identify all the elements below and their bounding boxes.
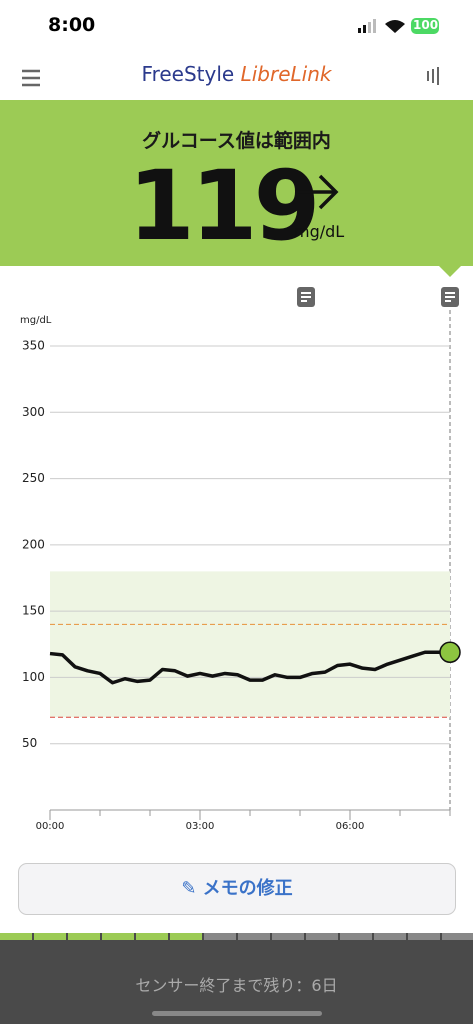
glucose-value: 119: [128, 150, 320, 262]
edit-note-button[interactable]: ✎ メモの修正: [18, 863, 456, 915]
x-tick-label: 06:00: [336, 821, 365, 832]
y-tick-label: 350: [22, 339, 45, 353]
sensor-segment: [102, 933, 134, 940]
brand-name: FreeStyle: [141, 62, 235, 86]
status-banner: [0, 100, 473, 266]
x-tick-label: 03:00: [186, 821, 215, 832]
sensor-remaining: センサー終了まで残り：6日: [135, 976, 338, 995]
sensor-segment: [306, 933, 338, 940]
sensor-panel: [0, 933, 473, 1024]
glucose-line: [49, 650, 450, 685]
y-tick-label: 50: [22, 736, 37, 750]
glucose-chart: mg/dL 50 100 150 200 250 300 350 00:00 03:00 06:0…: [20, 310, 461, 832]
y-tick-label: 200: [22, 537, 45, 551]
sensor-segment: [204, 933, 236, 940]
banner-notch: [438, 265, 462, 277]
y-tick-label: 100: [22, 670, 45, 684]
note-icon[interactable]: [296, 286, 316, 308]
y-tick-label: 250: [22, 471, 45, 485]
y-axis-label: mg/dL: [20, 315, 52, 326]
sensor-segment: [68, 933, 100, 940]
sensor-segment: [408, 933, 440, 940]
glucose-unit: mg/dL: [294, 222, 345, 241]
x-tick-label: 00:00: [36, 821, 65, 832]
status-time: 8:00: [48, 14, 96, 36]
menu-icon[interactable]: [20, 68, 42, 88]
sensor-segment: [340, 933, 372, 940]
y-tick-label: 150: [22, 604, 45, 618]
note-icon[interactable]: [440, 286, 460, 308]
target-range-band: [50, 571, 450, 718]
sensor-segment: [374, 933, 406, 940]
trend-arrow: [298, 174, 339, 210]
brand-product: LibreLink: [240, 62, 332, 86]
current-point: [439, 641, 461, 663]
sensor-segment: [136, 933, 168, 940]
sensor-segment: [170, 933, 202, 940]
sensor-segment: [34, 933, 66, 940]
sensor-segment: [0, 933, 32, 940]
status-icons: [358, 18, 439, 34]
button-label: メモの修正: [202, 878, 293, 899]
nfc-icon[interactable]: [424, 66, 446, 86]
brand: FreeStyle LibreLink: [0, 62, 473, 86]
range-status: グルコース値は範囲内: [142, 130, 331, 152]
sensor-segment: [238, 933, 270, 940]
y-tick-label: 300: [22, 405, 45, 419]
sensor-segment: [442, 933, 473, 940]
battery-level: 100: [413, 18, 439, 32]
sensor-segment: [272, 933, 304, 940]
